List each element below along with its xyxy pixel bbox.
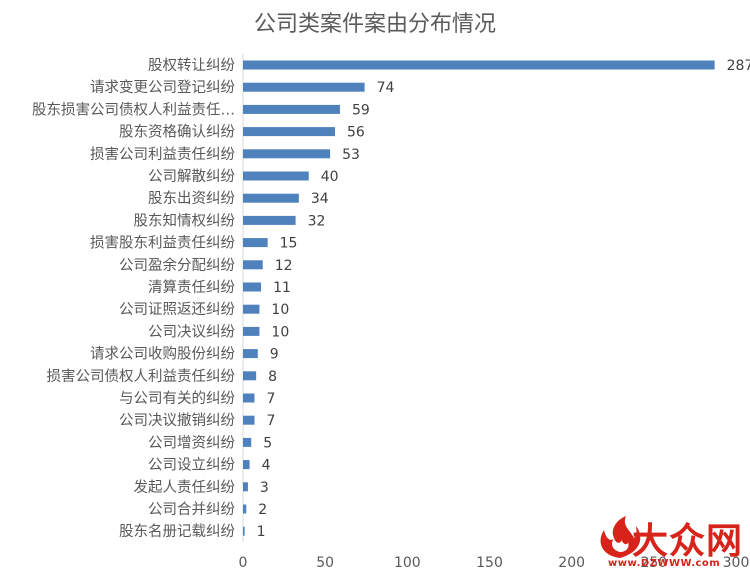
x-tick-label: 50 [316,555,334,571]
category-label: 损害公司利益责任纠纷 [90,146,235,163]
chart-title: 公司类案件案由分布情况 [253,12,496,37]
watermark-logo-text: 大众网 [632,520,744,562]
data-label: 12 [275,258,293,274]
category-label: 公司解散纠纷 [148,168,235,185]
bar [243,238,268,248]
x-tick-label: 100 [394,555,421,571]
data-label: 32 [308,213,326,229]
data-label: 74 [377,80,395,96]
bar [243,60,715,70]
category-label: 股东知情权纠纷 [134,212,236,229]
x-tick-label: 150 [476,555,503,571]
data-label: 5 [263,435,272,451]
data-label: 9 [270,347,279,363]
data-label: 15 [280,236,298,252]
category-label: 公司设立纠纷 [148,457,235,474]
bar [243,415,255,425]
bar [243,127,336,137]
category-label: 股东出资纠纷 [148,190,235,207]
category-label: 与公司有关的纠纷 [119,390,235,407]
data-label: 2 [258,502,267,518]
data-label: 56 [347,125,365,141]
bar [243,104,340,114]
category-label: 损害公司债权人利益责任纠纷 [47,368,236,385]
bar [243,326,260,336]
category-label: 发起人责任纠纷 [134,479,236,496]
category-label: 公司盈余分配纠纷 [119,256,235,274]
data-label: 10 [271,302,289,318]
x-tick-label: 300 [723,555,750,571]
category-label: 公司合并纠纷 [148,501,235,518]
category-label: 清算责任纠纷 [148,279,235,296]
data-label: 287 [727,58,750,74]
data-label: 40 [321,169,339,185]
bar [243,371,257,381]
watermark-logo: 大众网 www.DZWWW.com [590,512,750,578]
category-label: 公司决议纠纷 [148,323,235,340]
category-label: 股权转让纠纷 [148,57,235,74]
category-label: 请求变更公司登记纠纷 [90,79,235,96]
category-label: 股东名册记载纠纷 [119,523,235,540]
category-label: 公司证照返还纠纷 [119,301,235,318]
data-label: 4 [262,458,271,474]
bar [243,193,299,203]
bar [243,504,247,514]
category-label: 公司增资纠纷 [148,434,235,451]
category-label: 请求公司收购股份纠纷 [90,346,235,363]
data-label: 3 [260,480,269,496]
bar [243,260,263,270]
bar [243,215,296,225]
bar [243,349,258,359]
x-tick-label: 250 [640,555,667,571]
data-label: 34 [311,191,329,207]
data-label: 7 [267,413,276,429]
data-label: 11 [273,280,291,296]
data-label: 7 [267,391,276,407]
data-label: 10 [271,324,289,340]
category-label: 股东损害公司债权人利益责任… [32,101,235,118]
bar [243,437,252,447]
x-tick-label: 0 [239,555,248,571]
bar [243,526,245,536]
bar [243,460,250,470]
category-label: 损害股东利益责任纠纷 [90,235,235,252]
x-tick-label: 200 [558,555,585,571]
data-label: 53 [342,147,360,163]
bar [243,282,262,292]
category-label: 公司决议撤销纠纷 [119,412,235,429]
flame-icon [600,516,641,558]
bar [243,482,248,492]
bar [243,149,331,159]
bar [243,171,309,181]
data-label: 1 [257,524,266,540]
data-label: 8 [268,369,277,385]
category-label: 股东资格确认纠纷 [119,124,235,141]
data-label: 59 [352,102,370,118]
bar [243,393,255,403]
bar [243,304,260,314]
bar [243,82,365,92]
watermark-url: www.DZWWW.com [608,558,721,569]
